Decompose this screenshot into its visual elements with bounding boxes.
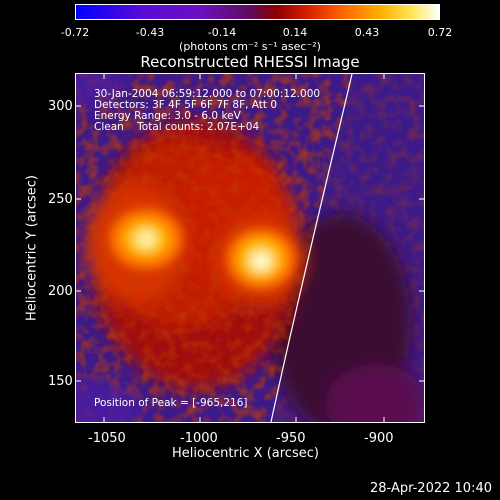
solar-limb — [270, 74, 353, 422]
solar-image — [76, 74, 424, 422]
y-tick: 200 — [48, 284, 73, 299]
colorbar-tick: -0.14 — [207, 26, 237, 39]
x-tick: -950 — [276, 431, 306, 446]
y-tick: 250 — [48, 192, 73, 207]
x-axis-label: Heliocentric X (arcsec) — [172, 446, 319, 461]
clean-counts: Clean Total counts: 2.07E+04 — [94, 121, 260, 133]
y-axis-label: Heliocentric Y (arcsec) — [24, 175, 40, 321]
energy-range: Energy Range: 3.0 - 6.0 keV — [94, 110, 241, 122]
x-tick: -1050 — [88, 431, 126, 446]
image-plot — [75, 73, 425, 423]
peak-position: Position of Peak = [-965,216] — [94, 397, 248, 409]
x-tick: -1000 — [180, 431, 218, 446]
time-range: 30-Jan-2004 06:59:12.000 to 07:00:12.000 — [94, 88, 321, 100]
colorbar-tick: -0.43 — [135, 26, 165, 39]
colorbar-tick: 0.14 — [282, 26, 308, 39]
detectors: Detectors: 3F 4F 5F 6F 7F 8F, Att 0 — [94, 99, 278, 111]
x-tick: -900 — [364, 431, 394, 446]
plot-title: Reconstructed RHESSI Image — [140, 53, 360, 71]
colorbar-tick: 0.72 — [427, 26, 453, 39]
colorbar-units: (photons cm⁻² s⁻¹ asec⁻²) — [179, 40, 321, 53]
y-tick: 150 — [48, 374, 73, 389]
colorbar — [75, 4, 440, 20]
colorbar-tick: 0.43 — [354, 26, 380, 39]
y-tick: 300 — [48, 99, 73, 114]
colorbar-tick: -0.72 — [60, 26, 90, 39]
timestamp: 28-Apr-2022 10:40 — [370, 481, 492, 496]
